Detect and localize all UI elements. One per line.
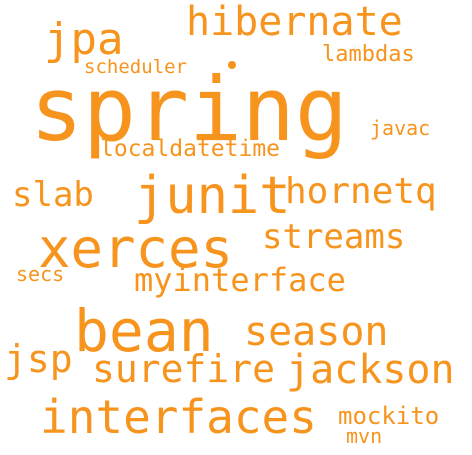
word-javac: javac	[370, 118, 430, 138]
word-localdatetime: localdatetime	[100, 138, 280, 161]
word-hornetq: hornetq	[285, 174, 437, 210]
word-jsp: jsp	[4, 340, 73, 378]
word-jackson: jackson	[286, 350, 455, 390]
word-interfaces: interfaces	[40, 394, 317, 440]
word-mvn: mvn	[346, 426, 382, 446]
word-secs: secs	[16, 264, 64, 284]
word-hibernate: hibernate	[186, 2, 403, 42]
word-myinterface: myinterface	[134, 264, 346, 296]
word-surefire: surefire	[92, 350, 275, 388]
word-streams: streams	[262, 220, 405, 254]
word-season: season	[244, 312, 389, 352]
word-slab: slab	[12, 178, 94, 212]
word-junit: junit	[134, 170, 291, 222]
